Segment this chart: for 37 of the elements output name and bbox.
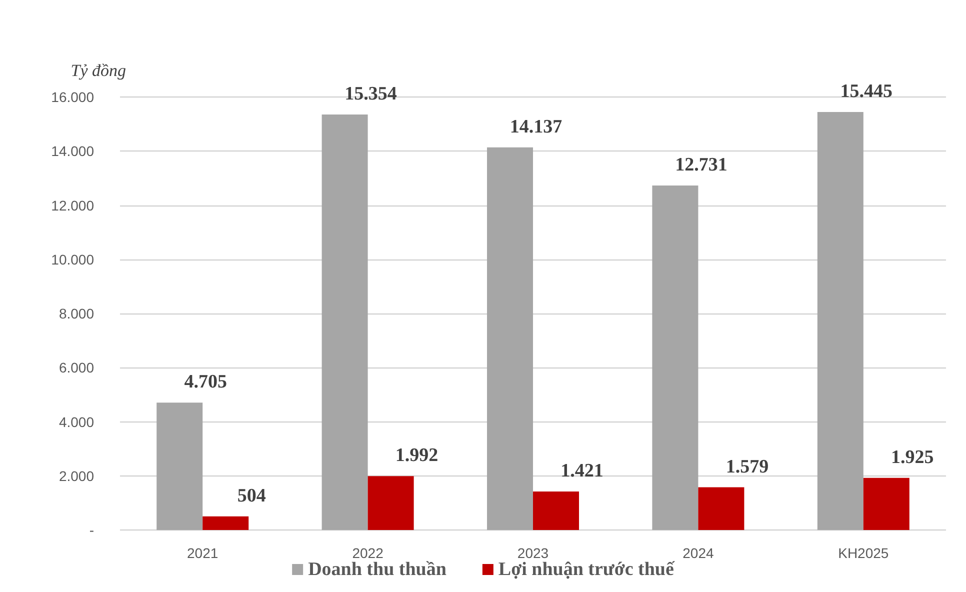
bar [487, 147, 533, 530]
y-tick-label: 14.000 [51, 143, 94, 160]
x-tick-label: 2023 [517, 545, 549, 561]
data-label: 15.445 [840, 81, 893, 102]
bar [698, 487, 744, 530]
legend-label: Lợi nhuận trước thuế [498, 559, 676, 580]
x-tick-label: 2021 [187, 545, 218, 561]
y-tick-label: 8.000 [58, 306, 94, 322]
data-label: 15.354 [344, 83, 398, 104]
data-label: 14.137 [510, 116, 563, 138]
bar [202, 516, 249, 530]
data-label: 12.731 [675, 154, 728, 176]
bar [368, 476, 414, 530]
y-tick-label: 6.000 [58, 360, 94, 376]
data-label: 1.579 [726, 456, 769, 478]
bar [156, 402, 203, 530]
data-label: 4.705 [184, 372, 227, 393]
y-tick-label: - [89, 522, 94, 538]
bar [863, 478, 910, 530]
y-axis-title: Tỷ đồng [70, 61, 126, 80]
legend-label: Doanh thu thuần [308, 559, 447, 580]
x-tick-label: KH2025 [838, 545, 889, 561]
y-tick-label: 16.000 [51, 89, 94, 105]
data-label: 1.925 [891, 446, 934, 468]
x-tick-label: 2024 [682, 545, 714, 561]
data-label: 1.992 [395, 445, 438, 466]
bar [817, 112, 864, 530]
y-tick-label: 10.000 [51, 251, 94, 268]
bar [533, 492, 579, 530]
data-label: 1.421 [560, 460, 604, 482]
bar [322, 114, 368, 530]
y-tick-label: 12.000 [51, 197, 94, 214]
y-tick-label: 2.000 [58, 468, 94, 484]
data-label: 504 [237, 485, 266, 506]
x-tick-label: 2022 [352, 545, 384, 561]
y-tick-label: 4.000 [58, 414, 94, 430]
bar [652, 185, 698, 530]
